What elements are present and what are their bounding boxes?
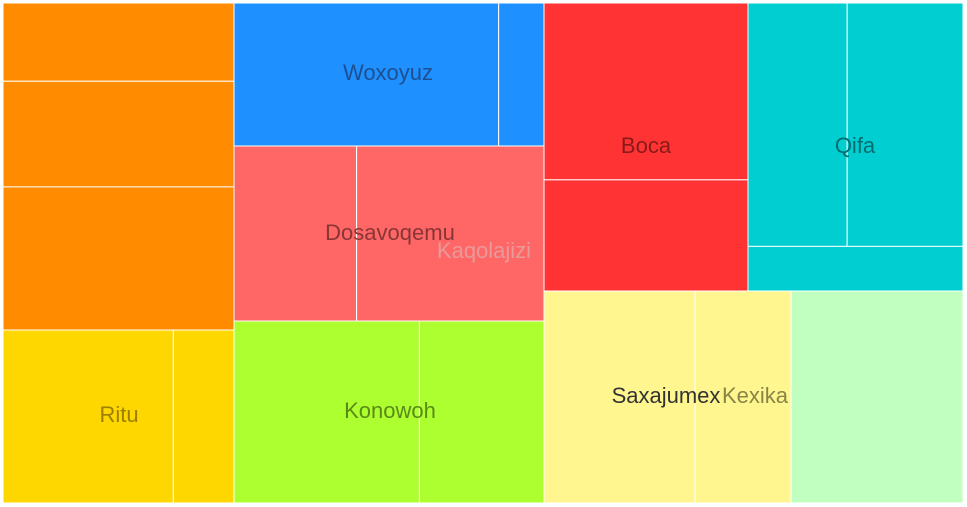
boca-tile [543, 2, 749, 181]
ritu-tile [2, 329, 174, 504]
saxajumex-tile [543, 290, 696, 504]
group-1-tile [2, 2, 235, 82]
konowoh-tile [233, 320, 420, 504]
qifa-label: Qifa [835, 133, 876, 158]
kexika-label: Kexika [722, 383, 789, 408]
dosavoqemu-tile [233, 145, 358, 322]
ritu-label: Ritu [99, 402, 138, 427]
kaqolajizi-tile [790, 290, 964, 504]
kexika-tile [694, 290, 792, 504]
woxoyuz-tile [233, 2, 500, 147]
boca-label: Boca [621, 133, 672, 158]
qifa-tile [846, 2, 964, 247]
konowoh-label: Konowoh [344, 398, 436, 423]
qifa-tile [747, 245, 964, 292]
dosavoqemu-label: Dosavoqemu [325, 220, 455, 245]
woxoyuz-label: Woxoyuz [343, 60, 433, 85]
boca-tile [543, 179, 749, 292]
qifa-tile [747, 2, 848, 247]
kaqolajizi-label: Kaqolajizi [437, 238, 531, 263]
woxoyuz-tile [498, 2, 545, 147]
group-1-tile [2, 186, 235, 331]
konowoh-tile [418, 320, 545, 504]
dosavoqemu-tile [356, 145, 545, 322]
saxajumex-label: Saxajumex [612, 383, 721, 408]
group-1-tile [2, 80, 235, 188]
ritu-tile [172, 329, 235, 504]
